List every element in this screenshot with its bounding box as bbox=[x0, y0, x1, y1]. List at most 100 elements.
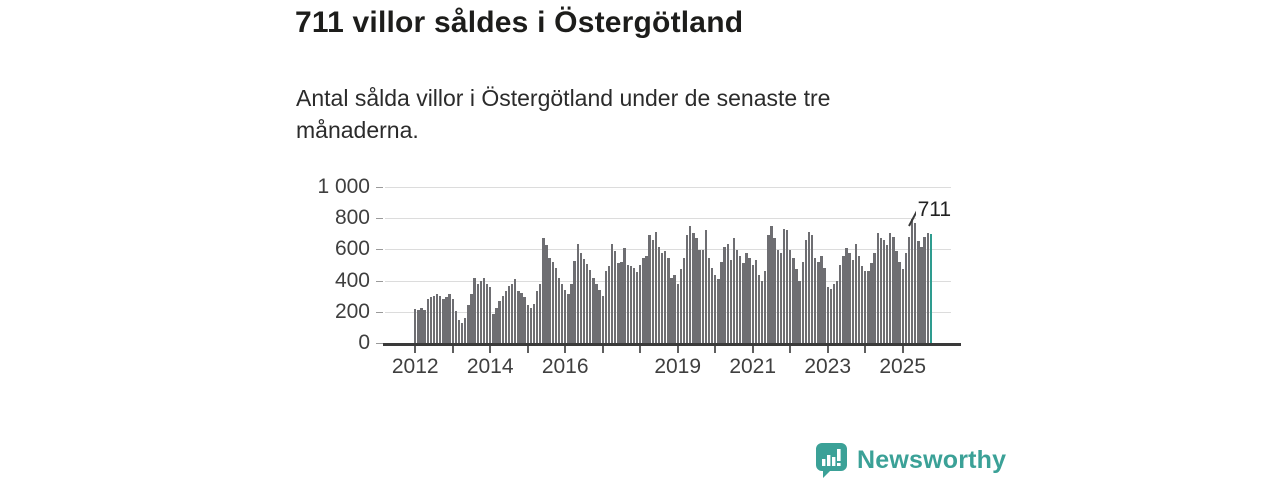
bar bbox=[492, 313, 495, 344]
bar bbox=[417, 309, 420, 344]
bar bbox=[545, 245, 548, 344]
bar bbox=[860, 266, 864, 344]
bar bbox=[567, 293, 570, 344]
bar bbox=[651, 239, 654, 344]
bar bbox=[845, 248, 848, 344]
bar bbox=[804, 239, 808, 344]
bar bbox=[789, 249, 792, 344]
bar bbox=[857, 256, 861, 344]
bar bbox=[754, 259, 758, 344]
x-axis-label: 2019 bbox=[654, 355, 702, 378]
bar bbox=[654, 231, 658, 344]
page-title: 711 villor såldes i Östergötland bbox=[295, 6, 744, 39]
bar bbox=[720, 261, 723, 344]
bar bbox=[767, 235, 770, 344]
bar bbox=[420, 307, 423, 344]
last-value-label: 711 bbox=[915, 198, 954, 223]
bar bbox=[448, 294, 451, 344]
bar bbox=[776, 249, 779, 344]
bar bbox=[817, 261, 820, 344]
bar bbox=[617, 263, 620, 344]
bar bbox=[482, 277, 486, 344]
highlighted-bar bbox=[929, 234, 933, 344]
bar bbox=[823, 267, 826, 344]
bar bbox=[542, 238, 545, 344]
plot-area: 0 200 400 600 800 1 000 2012 2014 2016 2019 2021 20… bbox=[317, 176, 961, 378]
y-axis-tick bbox=[376, 218, 383, 220]
bar bbox=[832, 284, 836, 344]
bar bbox=[751, 264, 754, 344]
bar bbox=[923, 236, 926, 344]
bar bbox=[623, 248, 626, 344]
bar bbox=[498, 300, 501, 344]
newsworthy-bubble-chart-icon bbox=[815, 442, 848, 479]
bar bbox=[476, 284, 479, 344]
bar bbox=[504, 291, 508, 344]
bar bbox=[639, 264, 642, 344]
x-axis-label: 2012 bbox=[391, 355, 439, 378]
y-axis-tick bbox=[376, 187, 383, 188]
bar bbox=[679, 269, 683, 344]
bar bbox=[704, 230, 708, 344]
bar bbox=[851, 259, 854, 344]
bar bbox=[592, 277, 595, 344]
x-axis-label: 2014 bbox=[466, 355, 514, 378]
bar bbox=[442, 298, 445, 344]
bar bbox=[835, 281, 839, 344]
x-axis-tick bbox=[489, 346, 492, 353]
bar bbox=[414, 309, 417, 344]
y-axis-label: 200 bbox=[334, 299, 370, 323]
y-axis-label: 0 bbox=[358, 331, 370, 354]
bar bbox=[682, 257, 686, 344]
bar bbox=[745, 252, 748, 344]
bar bbox=[626, 264, 629, 344]
bar bbox=[435, 294, 439, 344]
bar bbox=[914, 223, 917, 344]
bar bbox=[729, 259, 733, 344]
y-gridline bbox=[385, 218, 951, 220]
bar bbox=[454, 310, 458, 344]
bar bbox=[485, 284, 489, 344]
bar bbox=[829, 288, 833, 344]
y-axis-label: 1 000 bbox=[317, 175, 370, 198]
bar bbox=[548, 257, 551, 344]
bar-chart: 0 200 400 600 800 1 000 2012 2014 2016 2019 2021 20… bbox=[317, 176, 961, 378]
bar bbox=[601, 295, 604, 344]
bar bbox=[701, 249, 704, 344]
x-axis-tick bbox=[639, 346, 642, 353]
bar bbox=[895, 251, 898, 344]
bar bbox=[495, 307, 498, 344]
bar bbox=[570, 284, 573, 344]
bar bbox=[707, 257, 711, 344]
bar bbox=[698, 249, 701, 344]
bar bbox=[642, 257, 645, 344]
bar bbox=[432, 295, 436, 344]
bar bbox=[773, 238, 776, 344]
bar bbox=[873, 252, 876, 344]
bar bbox=[582, 259, 586, 344]
bar bbox=[685, 235, 689, 344]
bar bbox=[610, 243, 614, 344]
bar bbox=[551, 262, 554, 344]
bar bbox=[670, 277, 673, 344]
bar bbox=[726, 243, 729, 344]
bar bbox=[889, 233, 892, 344]
bar bbox=[854, 243, 858, 344]
bar bbox=[689, 225, 692, 344]
bar bbox=[604, 270, 608, 344]
bar bbox=[867, 270, 870, 344]
bar bbox=[589, 270, 592, 344]
bar bbox=[848, 252, 851, 344]
bar bbox=[910, 218, 914, 344]
bar bbox=[501, 295, 504, 344]
bar bbox=[748, 257, 751, 344]
bar bbox=[898, 261, 901, 344]
bar bbox=[870, 263, 873, 344]
bar bbox=[692, 233, 695, 344]
bar bbox=[826, 287, 829, 344]
bar bbox=[564, 289, 567, 344]
bar bbox=[629, 266, 633, 344]
bar bbox=[467, 305, 470, 344]
bar bbox=[598, 290, 601, 344]
bar bbox=[770, 226, 773, 344]
